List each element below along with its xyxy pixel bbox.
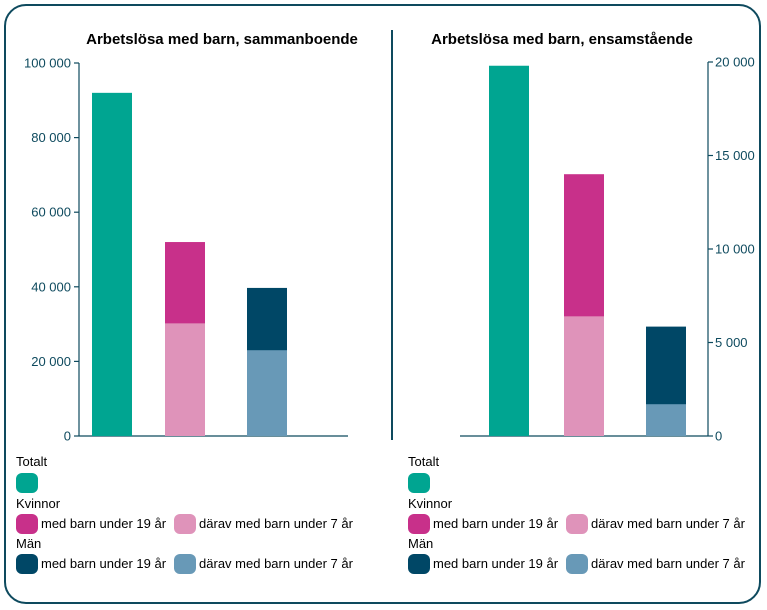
legend-swatch-kvinnor-19 [408,514,430,534]
y-tick-label: 5 000 [715,335,748,350]
legend-label-man-7: därav med barn under 7 år [591,556,745,571]
bar-totalt-totalt [92,92,132,436]
bar-totalt-totalt [489,65,529,437]
legend-group-totalt: Totalt [16,454,48,469]
legend-swatch-totalt [408,473,430,493]
legend-group-man: Män [408,536,434,551]
legend-group-totalt: Totalt [408,454,440,469]
y-tick-label: 0 [64,429,71,444]
legend-group-man: Män [16,536,42,551]
bar-kvinnor-under-7 [564,316,604,436]
legend-right: Totalt Kvinnor med barn under 19 år dära… [408,454,753,576]
y-tick-label: 20 000 [31,354,71,369]
legend-label-man-7: därav med barn under 7 år [199,556,353,571]
y-tick-label: 60 000 [31,205,71,220]
panel-divider [391,30,393,440]
chart-title: Arbetslösa med barn, sammanboende [86,31,358,48]
legend-swatch-totalt [16,473,38,493]
y-tick-label: 10 000 [715,242,755,257]
legend-left: Totalt Kvinnor med barn under 19 år dära… [16,454,361,576]
legend-label-man-19: med barn under 19 år [41,556,167,571]
chart-sammanboende: Arbetslösa med barn, sammanboende 0 20 000… [24,31,358,444]
legend-swatch-kvinnor-7 [566,514,589,534]
legend-swatch-man-7 [566,554,589,574]
bar-kvinnor-under-7 [165,323,205,436]
legend-swatch-kvinnor-7 [174,514,197,534]
y-tick-label: 0 [715,429,722,444]
bar-man-under-7 [247,350,287,436]
y-tick-label: 20 000 [715,55,755,70]
chart-ensamstaende: Arbetslösa med barn, ensamstående 0 5 000 1… [431,31,755,444]
legend-label-kvinnor-7: därav med barn under 7 år [199,516,353,531]
chart-frame [4,4,761,604]
legend-swatch-man-19 [408,554,430,574]
legend-label-kvinnor-7: därav med barn under 7 år [591,516,745,531]
legend-group-kvinnor: Kvinnor [408,496,453,511]
legend-group-kvinnor: Kvinnor [16,496,61,511]
legend-swatch-man-7 [174,554,197,574]
legend-label-kvinnor-19: med barn under 19 år [41,516,167,531]
y-tick-label: 15 000 [715,148,755,163]
legend-swatch-kvinnor-19 [16,514,38,534]
y-tick-label: 100 000 [24,56,71,71]
legend-label-man-19: med barn under 19 år [433,556,559,571]
bar-man-under-7 [646,404,686,436]
legend-label-kvinnor-19: med barn under 19 år [433,516,559,531]
chart-title: Arbetslösa med barn, ensamstående [431,31,693,48]
y-tick-label: 80 000 [31,130,71,145]
legend-swatch-man-19 [16,554,38,574]
y-tick-label: 40 000 [31,279,71,294]
